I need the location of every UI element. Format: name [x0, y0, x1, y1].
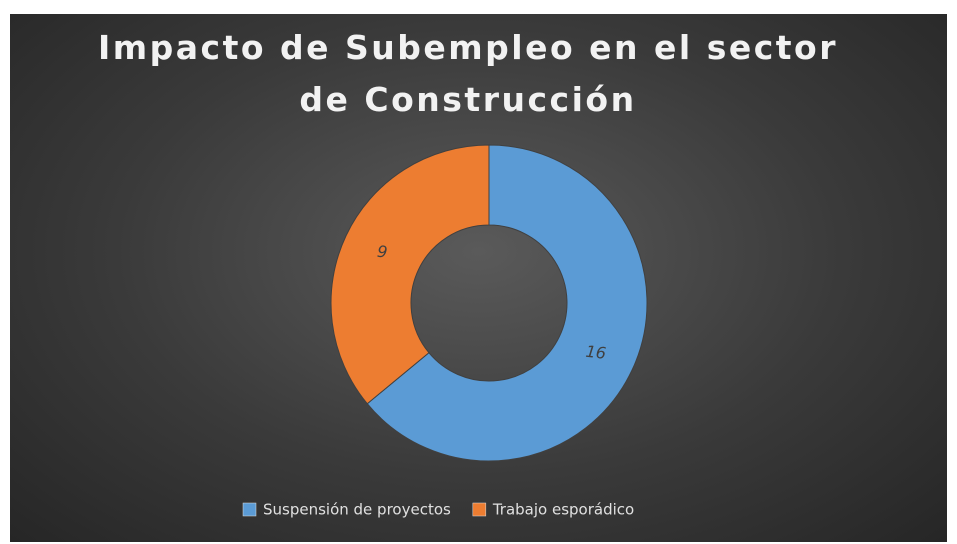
- legend-label: Trabajo esporádico: [492, 501, 634, 519]
- legend-swatch: [472, 502, 487, 517]
- donut-slice: [366, 144, 648, 462]
- donut-slice: [330, 144, 490, 405]
- legend-swatch: [242, 502, 257, 517]
- data-label: 9: [376, 242, 388, 262]
- legend-label: Suspensión de proyectos: [263, 501, 451, 519]
- data-label: 16: [585, 342, 607, 363]
- chart-title: Impacto de Subempleo en el sector de Con…: [97, 28, 839, 119]
